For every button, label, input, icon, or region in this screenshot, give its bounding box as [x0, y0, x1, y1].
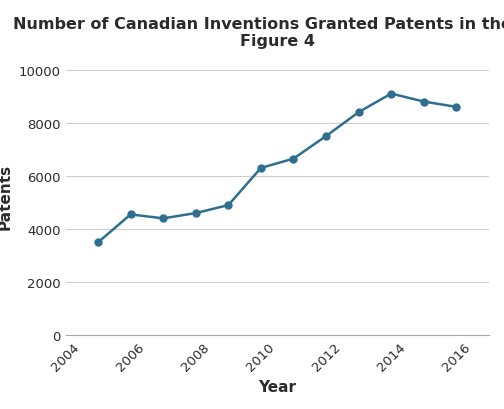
X-axis label: Year: Year [258, 379, 296, 394]
Y-axis label: Patents: Patents [0, 163, 13, 229]
Title: Number of Canadian Inventions Granted Patents in the US
Figure 4: Number of Canadian Inventions Granted Pa… [13, 17, 504, 49]
